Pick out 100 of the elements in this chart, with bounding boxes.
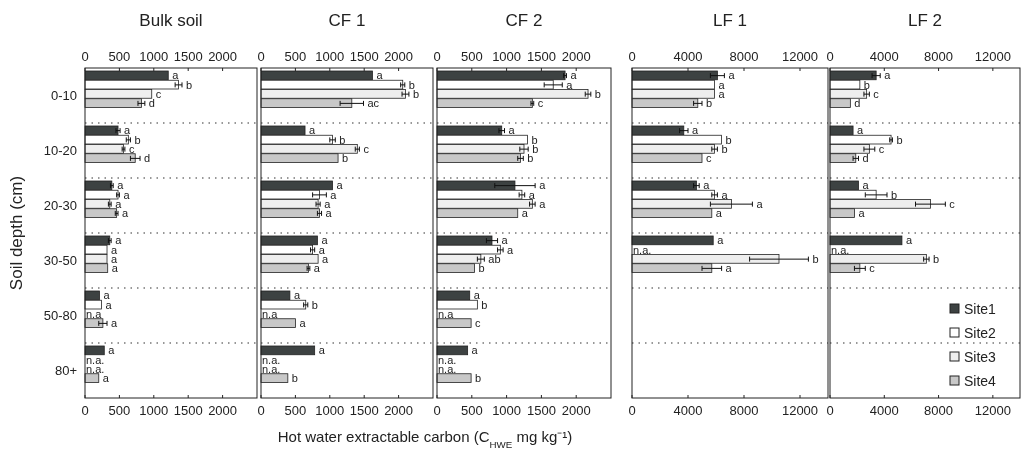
x2-tick-label: 500	[460, 403, 483, 418]
text: n.a	[86, 307, 102, 320]
data-label: a	[471, 344, 479, 357]
x2-tick-label: 1000	[139, 403, 169, 418]
x-tick-label: 0	[81, 49, 89, 64]
x-tick-label: 1000	[139, 49, 169, 64]
y-tick-label: 30-50	[43, 253, 77, 269]
data-label: a	[756, 197, 764, 210]
data-label: a	[905, 234, 913, 247]
data-label: a	[721, 188, 729, 201]
x-tick-label: 2000	[208, 49, 238, 64]
chart-title: CF 2	[505, 11, 543, 30]
data-label: a	[692, 124, 699, 137]
data-label: c	[155, 87, 162, 100]
data-label: b	[475, 372, 482, 385]
data-label: a	[102, 372, 110, 385]
y-tick-label: 80+	[54, 363, 77, 379]
x2-tick-label: 1000	[315, 403, 345, 418]
data-label: c	[949, 197, 956, 210]
x-tick-label: 1000	[492, 49, 522, 64]
x-tick-label: 1500	[173, 49, 203, 64]
data-label: d	[854, 97, 861, 110]
text: n.a.	[262, 353, 281, 366]
y-axis-title: Soil depth (cm)	[7, 175, 26, 291]
x2-tick-label: 4000	[673, 403, 703, 418]
data-label: a	[857, 124, 865, 137]
data-label: b	[408, 78, 415, 91]
text: n.a	[438, 307, 454, 320]
y-tick-label: 20-30	[43, 198, 77, 214]
data-label: b	[594, 87, 601, 100]
x2-tick-label: 1500	[349, 403, 379, 418]
legend-label: Site4	[964, 372, 997, 389]
data-label: a	[309, 124, 317, 137]
x2-tick-label: 12000	[974, 403, 1011, 418]
x-tick-label: 500	[108, 49, 131, 64]
x2-tick-label: 0	[628, 403, 636, 418]
data-label: a	[539, 179, 547, 192]
x2-tick-label: 500	[108, 403, 131, 418]
data-label: a	[330, 188, 338, 201]
data-label: c	[363, 142, 370, 155]
data-label: a	[376, 69, 384, 82]
x2-tick-label: 1500	[173, 403, 203, 418]
y-tick-label: 10-20	[43, 143, 77, 159]
data-label: a	[507, 243, 515, 256]
x-tick-label: 500	[284, 49, 307, 64]
text: n.a.	[438, 353, 457, 366]
data-label: c	[869, 262, 876, 275]
data-label: a	[122, 207, 130, 220]
data-label: a	[111, 262, 119, 275]
x-tick-label: 12000	[974, 49, 1011, 64]
data-label: a	[115, 197, 123, 210]
x-tick-label: 4000	[869, 49, 899, 64]
x2-tick-label: 2000	[208, 403, 238, 418]
x-tick-label: 12000	[781, 49, 819, 64]
y-tick-label: 0-10	[50, 88, 77, 104]
x-tick-label: 1500	[349, 49, 379, 64]
x2-tick-label: 4000	[869, 403, 899, 418]
data-label: b	[481, 298, 488, 311]
data-label: a	[539, 197, 547, 210]
data-label: ac	[367, 97, 380, 110]
data-label: b	[342, 152, 349, 165]
data-label: a	[313, 262, 321, 275]
data-label: d	[148, 97, 155, 110]
data-label: ab	[488, 252, 501, 265]
x-tick-label: 2000	[384, 49, 414, 64]
x2-tick-label: 12000	[781, 403, 819, 418]
data-label: c	[706, 152, 712, 165]
chart-title: CF 1	[328, 11, 366, 30]
legend-label: Site3	[964, 348, 997, 365]
data-label: a	[528, 188, 536, 201]
data-label: a	[501, 234, 509, 247]
data-label: a	[124, 124, 132, 137]
x2-tick-label: 2000	[561, 403, 591, 418]
data-label: b	[134, 133, 141, 146]
data-label: a	[336, 179, 344, 192]
data-label: a	[108, 344, 116, 357]
data-label: a	[717, 234, 725, 247]
text: n.a.	[831, 243, 850, 256]
x2-tick-label: 0	[81, 403, 89, 418]
text: n.a	[262, 307, 278, 320]
data-label: a	[858, 207, 866, 220]
data-label: b	[186, 78, 193, 91]
x-axis-title: Hot water extractable carbon (C$_{HWE}$ mg kg⁻¹)	[277, 428, 573, 450]
data-label: a	[318, 344, 326, 357]
data-label: a	[172, 69, 180, 82]
data-label: a	[508, 124, 516, 137]
data-label: b	[933, 252, 940, 265]
data-label: a	[473, 289, 481, 302]
x-tick-label: 8000	[729, 49, 759, 64]
data-label: b	[531, 133, 538, 146]
x-tick-label: 8000	[924, 49, 954, 64]
data-label: a	[111, 317, 119, 330]
data-label: d	[862, 152, 869, 165]
data-label: a	[299, 317, 307, 330]
x2-tick-label: 0	[257, 403, 265, 418]
chart-title: LF 1	[712, 11, 748, 30]
data-label: b	[896, 133, 903, 146]
x-tick-label: 500	[460, 49, 483, 64]
data-label: c	[873, 87, 880, 100]
data-label: a	[123, 188, 131, 201]
